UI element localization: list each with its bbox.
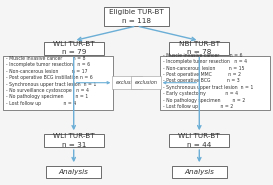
- Bar: [172, 166, 227, 178]
- Bar: [169, 42, 229, 55]
- Text: exclusion: exclusion: [115, 80, 138, 85]
- Text: - Muscle invasive cancer       n = 6
- Incomplete tumor resection   n = 4
- Non-: - Muscle invasive cancer n = 6 - Incompl…: [163, 53, 253, 109]
- Bar: [46, 166, 101, 178]
- Text: WLI TUR-BT
n = 79: WLI TUR-BT n = 79: [53, 41, 94, 55]
- Text: Analysis: Analysis: [184, 169, 214, 175]
- Bar: [169, 134, 229, 147]
- Text: - Muscle invasive cancer       n = 8
- Incomplete tumor resection   n = 6
- Non-: - Muscle invasive cancer n = 8 - Incompl…: [6, 56, 96, 106]
- Text: WLI TUR-BT
n = 44: WLI TUR-BT n = 44: [179, 133, 220, 148]
- Bar: [160, 56, 270, 110]
- Bar: [44, 134, 104, 147]
- Text: NBI TUR-BT
n = 78: NBI TUR-BT n = 78: [179, 41, 220, 55]
- Text: Eligible TUR-BT
n = 118: Eligible TUR-BT n = 118: [109, 9, 164, 24]
- Text: Analysis: Analysis: [59, 169, 89, 175]
- Text: exclusion: exclusion: [135, 80, 158, 85]
- Bar: [104, 7, 169, 26]
- Text: WLI TUR-BT
n = 31: WLI TUR-BT n = 31: [53, 133, 94, 148]
- Bar: [44, 42, 104, 55]
- Bar: [3, 56, 113, 110]
